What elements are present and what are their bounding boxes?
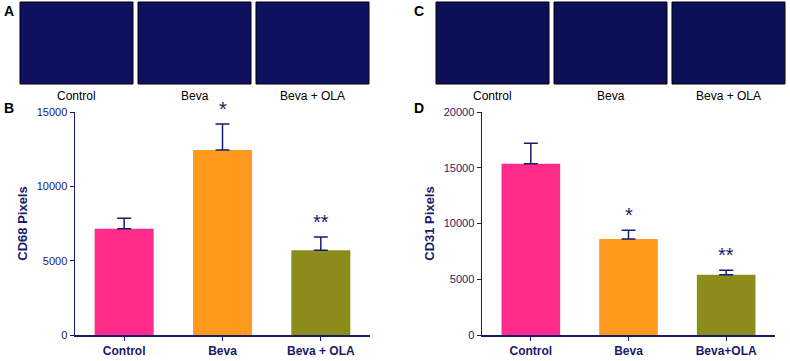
svg-text:Beva + OLA: Beva + OLA (696, 89, 761, 103)
svg-text:Beva: Beva (181, 89, 209, 103)
svg-text:0: 0 (468, 329, 474, 341)
svg-text:D: D (414, 100, 424, 116)
svg-text:15000: 15000 (444, 162, 475, 174)
svg-text:15000: 15000 (37, 106, 68, 118)
svg-text:CD68 Pixels: CD68 Pixels (15, 186, 30, 260)
svg-text:**: ** (313, 211, 329, 233)
svg-text:10000: 10000 (444, 217, 475, 229)
svg-text:**: ** (718, 244, 734, 266)
svg-text:Beva+OLA: Beva+OLA (696, 344, 757, 358)
svg-text:CD31 Pixels: CD31 Pixels (422, 186, 437, 260)
svg-text:Beva: Beva (597, 89, 625, 103)
svg-text:20000: 20000 (444, 106, 475, 118)
svg-text:Beva + OLA: Beva + OLA (287, 344, 355, 358)
svg-text:5000: 5000 (450, 273, 474, 285)
svg-text:C: C (414, 3, 424, 19)
svg-text:Beva + OLA: Beva + OLA (280, 89, 345, 103)
svg-text:*: * (219, 98, 227, 120)
svg-text:A: A (4, 3, 14, 19)
svg-text:*: * (625, 204, 633, 226)
svg-text:Control: Control (510, 344, 553, 358)
svg-text:10000: 10000 (37, 180, 68, 192)
svg-text:0: 0 (61, 329, 67, 341)
svg-text:5000: 5000 (43, 255, 67, 267)
svg-text:Control: Control (473, 89, 512, 103)
svg-text:Beva: Beva (614, 344, 643, 358)
svg-text:Beva: Beva (208, 344, 237, 358)
svg-text:Control: Control (103, 344, 146, 358)
svg-text:B: B (4, 100, 14, 116)
svg-text:Control: Control (57, 89, 96, 103)
